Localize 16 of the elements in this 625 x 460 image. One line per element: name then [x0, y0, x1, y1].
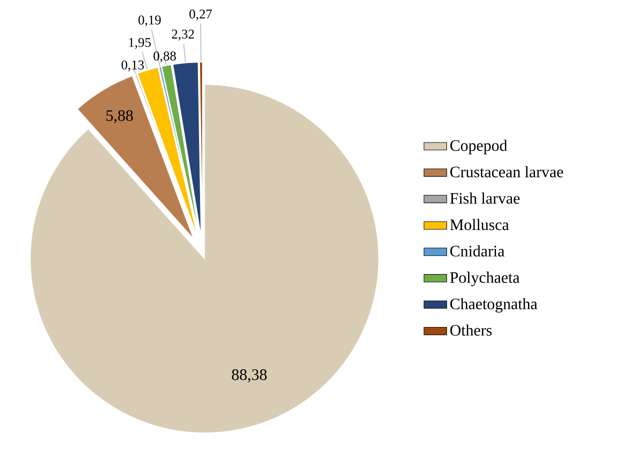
legend-label: Crustacean larvae [450, 166, 564, 178]
data-label: 88,38 [232, 369, 267, 382]
legend-label: Others [450, 324, 492, 336]
legend-label: Chaetognatha [450, 298, 538, 312]
data-label: 1,95 [129, 38, 151, 49]
data-label: 2,32 [172, 30, 194, 40]
data-label: 0,19 [138, 15, 161, 26]
data-label: 5,88 [106, 110, 133, 124]
legend-label: Copepod [450, 140, 508, 154]
legend-label: Fish larvae [450, 192, 520, 204]
legend-label: Polychaeta [450, 272, 520, 286]
legend-label: Mollusca [450, 218, 509, 230]
legend-label: Cnidaria [450, 245, 504, 256]
data-label: 0,88 [154, 51, 176, 62]
data-label: 0,13 [122, 60, 144, 72]
data-label: 0,27 [189, 9, 212, 20]
